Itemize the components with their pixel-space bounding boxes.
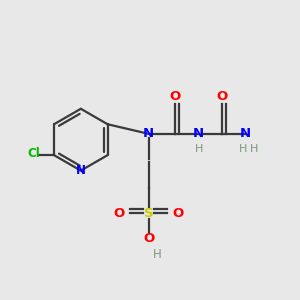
Text: N: N (143, 127, 154, 140)
Text: H: H (250, 143, 259, 154)
Text: S: S (144, 207, 153, 220)
Text: O: O (143, 232, 154, 245)
Text: O: O (169, 91, 181, 103)
Text: N: N (76, 164, 86, 177)
Text: H: H (194, 143, 203, 154)
Text: O: O (217, 91, 228, 103)
Text: N: N (193, 127, 204, 140)
Text: O: O (172, 207, 184, 220)
Text: O: O (113, 207, 125, 220)
Text: Cl: Cl (27, 147, 40, 160)
Text: H: H (153, 248, 162, 261)
Text: H: H (238, 143, 247, 154)
Text: N: N (240, 127, 251, 140)
